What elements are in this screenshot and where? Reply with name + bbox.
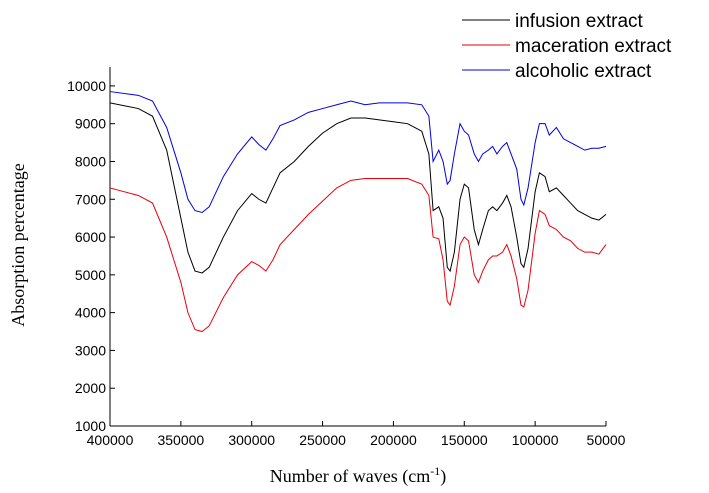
- series-line: [109, 102, 607, 274]
- y-tick-label: 2000: [75, 380, 106, 396]
- y-tick-label: 3000: [75, 342, 106, 358]
- legend-label: maceration extract: [515, 36, 672, 57]
- x-tick-label: 150000: [441, 432, 488, 448]
- y-axis-title: Absorption percentage: [8, 163, 28, 326]
- x-axis-title: Number of waves (cm-1): [270, 464, 446, 487]
- series-line: [109, 91, 607, 214]
- series-line: [109, 177, 607, 333]
- x-tick-label: 400000: [87, 432, 134, 448]
- x-axis-title-part: Number of waves (cm: [270, 466, 430, 487]
- y-tick-label: 9000: [75, 116, 106, 132]
- x-tick-label: 250000: [299, 432, 346, 448]
- y-tick-label: 10000: [67, 78, 106, 94]
- y-tick-label: 4000: [75, 305, 106, 321]
- legend-label: infusion extract: [515, 11, 644, 32]
- y-tick-label: 5000: [75, 267, 106, 283]
- y-tick-label: 1000: [75, 418, 106, 434]
- x-tick-label: 200000: [370, 432, 417, 448]
- legend-label: alcoholic extract: [515, 61, 652, 82]
- x-axis-title-part: ): [440, 466, 446, 487]
- x-tick-label: 300000: [228, 432, 275, 448]
- y-tick-label: 7000: [75, 191, 106, 207]
- x-tick-label: 100000: [512, 432, 559, 448]
- x-axis-title-sup: -1: [430, 464, 440, 478]
- y-tick-label: 6000: [75, 229, 106, 245]
- y-tick-label: 8000: [75, 153, 106, 169]
- x-tick-label: 350000: [157, 432, 204, 448]
- x-tick-label: 50000: [587, 432, 626, 448]
